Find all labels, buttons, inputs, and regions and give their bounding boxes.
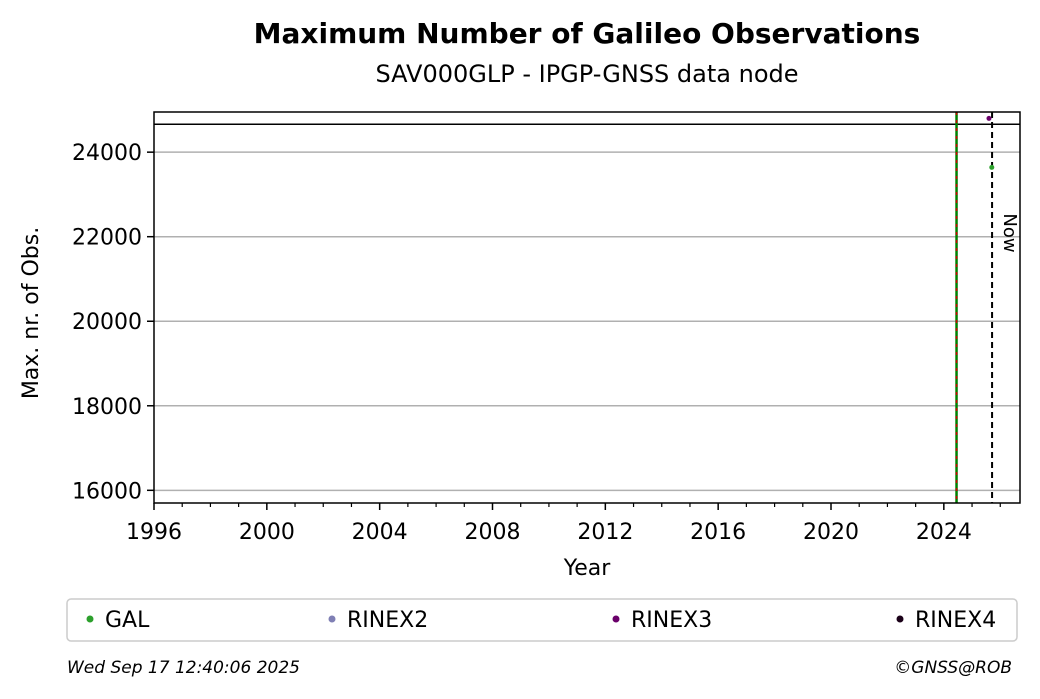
x-axis: 1996 2000 2004 2008 2012 2016 2020 2024: [126, 503, 1001, 545]
x-tick-label: 2004: [352, 520, 408, 545]
x-tick-label: 1996: [126, 520, 182, 545]
legend-label-rinex4: RINEX4: [915, 608, 996, 633]
chart-title: Maximum Number of Galileo Observations: [254, 17, 921, 50]
y-axis: 16000 18000 20000 22000 24000: [72, 141, 154, 504]
grid-lines: [154, 151, 1020, 492]
plot-frame: [153, 111, 1021, 504]
y-tick-label: 20000: [72, 310, 142, 335]
legend-label-gal: GAL: [105, 608, 150, 633]
y-tick-label: 24000: [72, 141, 142, 166]
legend: GAL RINEX2 RINEX3 RINEX4: [86, 608, 996, 633]
x-tick-label: 2008: [465, 520, 521, 545]
data-points: [986, 115, 995, 170]
legend-label-rinex3: RINEX3: [631, 608, 712, 633]
x-axis-label: Year: [563, 556, 612, 581]
y-tick-label: 18000: [72, 395, 142, 420]
legend-marker-rinex4: [896, 615, 904, 623]
reference-lines: Now: [154, 112, 1020, 503]
x-tick-label: 2000: [239, 520, 295, 545]
chart-subtitle: SAV000GLP - IPGP-GNSS data node: [375, 60, 798, 88]
x-tick-label: 2012: [577, 520, 633, 545]
legend-marker-rinex2: [328, 615, 336, 623]
data-point-gal: [989, 164, 995, 170]
y-tick-label: 22000: [72, 226, 142, 251]
footer-credit: ©GNSS@ROB: [894, 658, 1012, 678]
x-tick-label: 2020: [803, 520, 859, 545]
y-tick-label: 16000: [72, 479, 142, 504]
now-label: Now: [999, 213, 1020, 252]
footer-timestamp: Wed Sep 17 12:40:06 2025: [67, 658, 300, 678]
x-tick-label: 2024: [916, 520, 972, 545]
legend-box: [66, 598, 1018, 642]
legend-label-rinex2: RINEX2: [347, 608, 428, 633]
x-tick-label: 2016: [690, 520, 746, 545]
legend-marker-gal: [86, 615, 94, 623]
y-axis-label: Max. nr. of Obs.: [19, 227, 44, 399]
legend-marker-rinex3: [612, 615, 620, 623]
data-point-rinex3: [986, 115, 992, 121]
